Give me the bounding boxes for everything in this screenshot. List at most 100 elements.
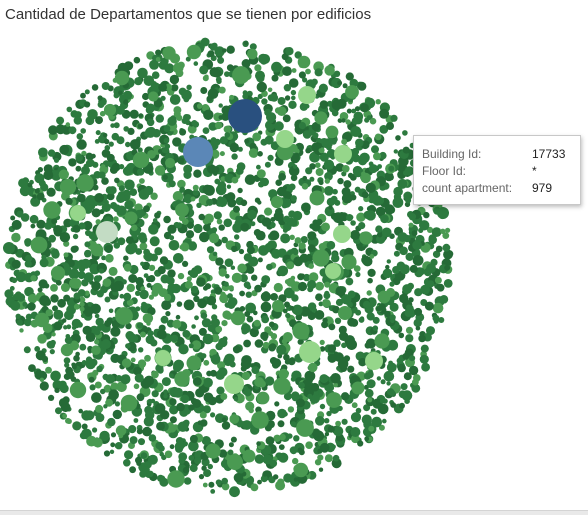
bubble-building[interactable]: [134, 77, 143, 86]
bubble-building[interactable]: [69, 381, 87, 399]
bubble-building[interactable]: [346, 339, 357, 350]
bubble-building[interactable]: [140, 331, 146, 338]
bubble-building[interactable]: [288, 165, 300, 177]
bubble-building[interactable]: [68, 268, 80, 280]
bubble-building[interactable]: [29, 214, 39, 224]
bubble-building[interactable]: [253, 319, 261, 327]
bubble-building[interactable]: [356, 212, 366, 222]
bubble-building[interactable]: [243, 339, 252, 348]
bubble-building[interactable]: [143, 75, 155, 86]
bubble-building[interactable]: [243, 388, 252, 397]
bubble-building[interactable]: [182, 466, 190, 474]
bubble-building[interactable]: [136, 322, 144, 329]
bubble-building[interactable]: [249, 43, 257, 51]
bubble-building[interactable]: [209, 348, 217, 357]
bubble-building[interactable]: [78, 408, 83, 414]
bubble-building[interactable]: [53, 309, 64, 320]
bubble-building[interactable]: [143, 273, 149, 278]
bubble-building[interactable]: [287, 406, 295, 413]
bubble-building[interactable]: [221, 236, 228, 244]
bubble-building[interactable]: [142, 426, 152, 437]
bubble-building[interactable]: [132, 151, 150, 169]
bubble-building[interactable]: [264, 135, 274, 145]
bubble-building[interactable]: [269, 343, 277, 351]
bubble-building[interactable]: [366, 379, 376, 389]
bubble-building[interactable]: [396, 357, 404, 365]
bubble-building[interactable]: [428, 234, 437, 242]
bubble-building[interactable]: [79, 306, 85, 312]
bubble-building[interactable]: [171, 283, 181, 294]
bubble-building[interactable]: [307, 244, 316, 253]
bubble-building[interactable]: [413, 318, 422, 328]
bubble-building[interactable]: [63, 218, 73, 228]
bubble-building[interactable]: [58, 398, 69, 408]
bubble-building[interactable]: [169, 405, 179, 415]
bubble-building[interactable]: [221, 477, 228, 485]
bubble-building[interactable]: [239, 290, 246, 297]
bubble-building[interactable]: [88, 376, 95, 383]
bubble-building[interactable]: [392, 266, 400, 274]
bubble-building[interactable]: [125, 236, 134, 245]
bubble-building[interactable]: [307, 393, 313, 400]
bubble-building[interactable]: [369, 117, 377, 125]
bubble-building[interactable]: [181, 117, 188, 124]
bubble-building[interactable]: [278, 452, 289, 463]
bubble-building[interactable]: [293, 477, 299, 482]
bubble-building[interactable]: [427, 280, 435, 288]
bubble-building[interactable]: [385, 264, 390, 270]
bubble-building[interactable]: [167, 269, 176, 278]
bubble-building[interactable]: [289, 234, 295, 240]
bubble-building[interactable]: [405, 252, 414, 261]
bubble-building[interactable]: [276, 186, 287, 197]
bubble-building[interactable]: [40, 183, 49, 192]
bubble-building[interactable]: [113, 242, 121, 249]
bubble-building[interactable]: [424, 301, 434, 311]
bubble-building[interactable]: [330, 212, 338, 220]
bubble-building[interactable]: [228, 285, 234, 291]
bubble-building[interactable]: [341, 418, 348, 425]
bubble-building[interactable]: [271, 74, 279, 82]
bubble-building[interactable]: [278, 173, 286, 181]
bubble-building[interactable]: [203, 109, 214, 121]
bubble-building[interactable]: [146, 118, 155, 127]
bubble-building[interactable]: [355, 271, 361, 278]
bubble-building[interactable]: [264, 207, 273, 216]
bubble-building[interactable]: [351, 434, 360, 444]
bubble-building[interactable]: [72, 245, 79, 252]
bubble-building[interactable]: [314, 68, 323, 77]
bubble-building[interactable]: [100, 285, 108, 294]
bubble-building[interactable]: [126, 283, 135, 293]
bubble-building[interactable]: [379, 124, 389, 134]
bubble-building[interactable]: [169, 235, 175, 241]
bubble-building[interactable]: [50, 294, 59, 303]
bubble-building[interactable]: [108, 266, 118, 276]
bubble-building[interactable]: [342, 165, 350, 173]
bubble-building[interactable]: [183, 170, 192, 179]
bubble-building[interactable]: [390, 114, 398, 122]
bubble-building[interactable]: [110, 326, 121, 337]
bubble-building[interactable]: [168, 240, 180, 251]
bubble-building[interactable]: [160, 410, 170, 420]
bubble-building[interactable]: [140, 452, 148, 459]
bubble-building[interactable]: [203, 469, 212, 478]
bubble-building[interactable]: [72, 421, 82, 431]
bubble-building-large[interactable]: [183, 137, 213, 167]
bubble-building[interactable]: [178, 344, 189, 355]
bubble-building[interactable]: [199, 65, 209, 75]
bubble-building[interactable]: [139, 235, 148, 244]
bubble-building[interactable]: [64, 336, 73, 345]
bubble-building[interactable]: [260, 331, 269, 341]
bubble-building[interactable]: [341, 118, 346, 123]
bubble-building[interactable]: [253, 229, 261, 237]
bubble-building[interactable]: [214, 46, 225, 57]
bubble-building[interactable]: [350, 220, 356, 226]
bubble-building[interactable]: [196, 202, 202, 208]
bubble-building[interactable]: [250, 221, 256, 227]
bubble-building[interactable]: [233, 472, 244, 483]
bubble-building[interactable]: [104, 320, 112, 327]
bubble-building[interactable]: [121, 358, 132, 368]
bubble-building[interactable]: [432, 314, 440, 322]
bubble-building[interactable]: [50, 284, 58, 292]
bubble-building[interactable]: [123, 292, 132, 301]
bubble-building[interactable]: [190, 196, 196, 202]
